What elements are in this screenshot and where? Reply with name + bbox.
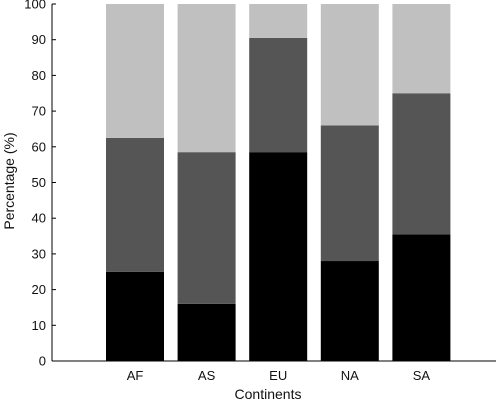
y-tick-label: 20 <box>32 282 46 297</box>
bar-na-segment-2 <box>320 125 379 262</box>
bar-na-segment-1 <box>320 261 379 361</box>
x-tick-label: AF <box>127 368 144 383</box>
y-tick-label: 60 <box>32 139 46 154</box>
y-tick-label: 90 <box>32 32 46 47</box>
y-tick-label: 70 <box>32 104 46 119</box>
x-tick-label: SA <box>413 368 431 383</box>
x-tick-label: NA <box>341 368 359 383</box>
bars-group <box>106 4 451 361</box>
bar-as-segment-3 <box>177 4 236 153</box>
y-tick-label: 80 <box>32 68 46 83</box>
y-tick-label: 0 <box>39 354 46 369</box>
y-tick-label: 50 <box>32 175 46 190</box>
bar-af-segment-1 <box>106 271 164 361</box>
x-tick-label: AS <box>198 368 216 383</box>
bar-sa-segment-3 <box>392 4 451 94</box>
bar-as-segment-2 <box>177 152 236 304</box>
bar-eu-segment-3 <box>249 4 308 38</box>
y-tick-label: 40 <box>32 211 46 226</box>
bar-sa-segment-2 <box>392 93 451 235</box>
x-axis-title: Continents <box>235 386 302 402</box>
axes-group: AF AS EU NA SA 0 10 20 30 40 50 60 70 80 90 100 <box>24 0 496 383</box>
bar-eu-segment-2 <box>249 37 308 153</box>
y-tick-label: 100 <box>24 0 46 12</box>
x-tick-label: EU <box>269 368 287 383</box>
y-tick-label: 30 <box>32 246 46 261</box>
bar-af-segment-2 <box>106 137 164 272</box>
bar-sa-segment-1 <box>392 234 451 361</box>
bar-na-segment-3 <box>320 4 379 126</box>
bar-eu-segment-1 <box>249 152 308 361</box>
y-axis-title: Percentage (%) <box>1 132 17 229</box>
bar-af-segment-3 <box>106 4 164 138</box>
bar-as-segment-1 <box>177 303 236 361</box>
y-tick-label: 10 <box>32 318 46 333</box>
